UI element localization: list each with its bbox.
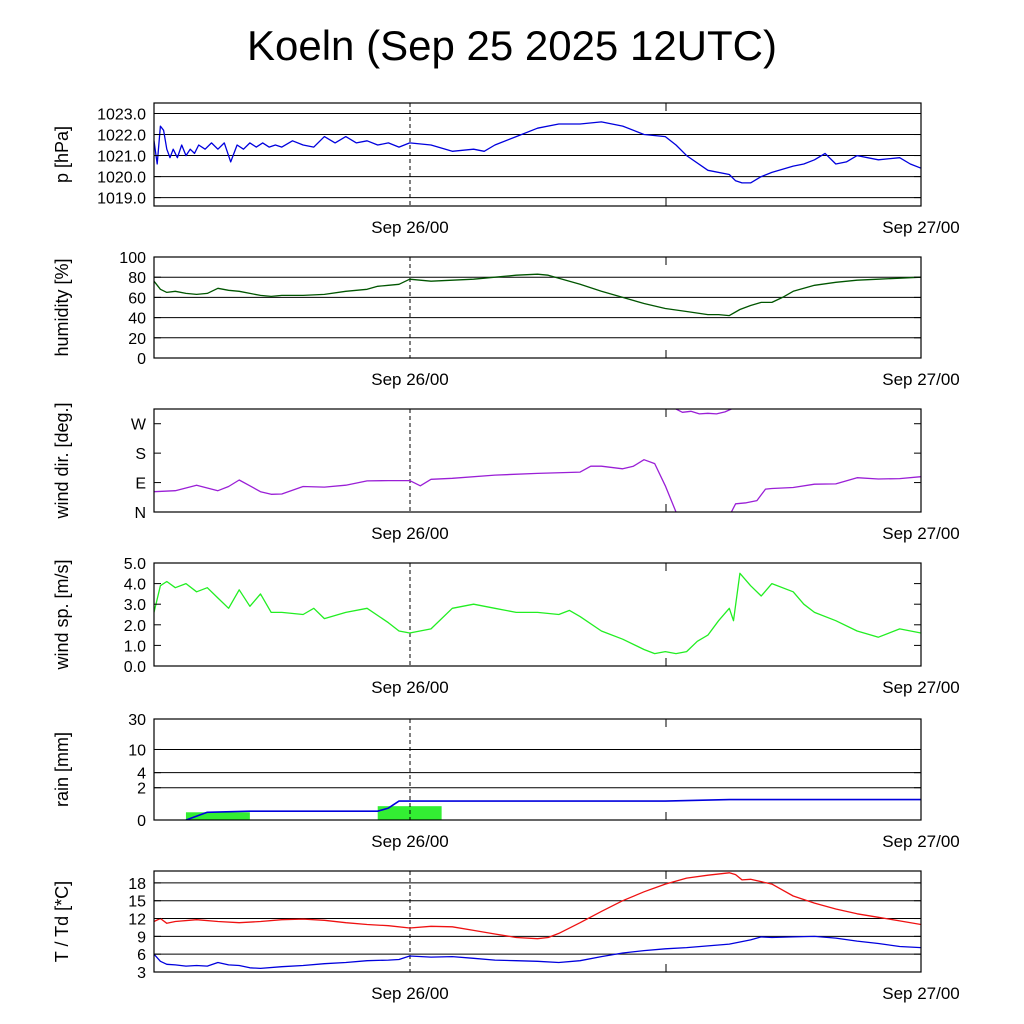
panel-4: 0.0 1.0 2.0 3.0 4.0 5.0 wind sp. [m/s] Sep 26/0… — [52, 556, 960, 697]
y-tick-label: 2.0 — [124, 618, 146, 635]
y-tick-label: 6 — [137, 947, 146, 964]
x-tick-label: Sep 27/00 — [882, 984, 960, 1003]
y-tick-label: N — [134, 505, 146, 522]
y-tick-label: 60 — [128, 290, 146, 307]
x-tick-label: Sep 26/00 — [371, 524, 449, 543]
y-tick-label: 30 — [128, 712, 146, 729]
y-axis-label: wind sp. [m/s] — [52, 559, 72, 670]
series-line-humidity-1 — [154, 273, 921, 317]
y-tick-label: 0.0 — [124, 659, 146, 676]
series-line-wind_dir-3 — [730, 476, 921, 512]
series-line-temperature-1 — [154, 872, 921, 940]
plot-frame — [153, 408, 922, 513]
x-tick-label: Sep 26/00 — [371, 678, 449, 697]
y-tick-label: E — [135, 476, 146, 493]
x-tick-label: Sep 26/00 — [371, 370, 449, 389]
y-tick-label: 15 — [128, 894, 146, 911]
y-tick-label: 1022.0 — [97, 128, 146, 145]
chart-title: Koeln (Sep 25 2025 12UTC) — [247, 22, 777, 69]
y-axis-label: p [hPa] — [52, 126, 72, 183]
y-tick-label: 18 — [128, 876, 146, 893]
y-tick-label: 4 — [137, 766, 146, 783]
x-tick-label: Sep 27/00 — [882, 218, 960, 237]
y-tick-label: 1020.0 — [97, 170, 146, 187]
x-tick-label: Sep 26/00 — [371, 218, 449, 237]
y-tick-label: 80 — [128, 270, 146, 287]
series-line-wind_speed-1 — [154, 572, 921, 655]
x-tick-label: Sep 26/00 — [371, 832, 449, 851]
rain-bar-1 — [185, 812, 250, 820]
y-axis-label: wind dir. [deg.] — [52, 402, 72, 519]
y-tick-label: 3.0 — [124, 597, 146, 614]
y-tick-label: 20 — [128, 331, 146, 348]
series-line-dewpoint-2 — [154, 935, 921, 970]
y-axis-label: T / Td [*C] — [52, 881, 72, 962]
y-tick-label: 1021.0 — [97, 149, 146, 166]
x-tick-label: Sep 27/00 — [882, 678, 960, 697]
plot-frame — [153, 718, 922, 821]
panel-2: 0 20 40 60 80 100 humidity [%] Sep 26/00 Sep 27/… — [52, 250, 960, 389]
y-tick-label: 4.0 — [124, 577, 146, 594]
series-line-wind_dir-1 — [154, 459, 677, 512]
panel-1: 1019.0 1020.0 1021.0 1022.0 1023.0 p [hPa] Sep… — [52, 102, 960, 237]
plot-frame — [153, 870, 922, 973]
y-tick-label: 40 — [128, 311, 146, 328]
plot-frame — [153, 562, 922, 667]
y-tick-label: 10 — [128, 742, 146, 759]
x-tick-label: Sep 26/00 — [371, 984, 449, 1003]
y-tick-label: 0 — [137, 351, 146, 368]
y-tick-label: 5.0 — [124, 556, 146, 573]
plot-frame — [153, 102, 922, 207]
y-tick-label: 9 — [137, 929, 146, 946]
y-tick-label: S — [135, 446, 146, 463]
x-tick-label: Sep 27/00 — [882, 832, 960, 851]
x-tick-label: Sep 27/00 — [882, 524, 960, 543]
y-tick-label: 0 — [137, 813, 146, 830]
y-axis-label: humidity [%] — [52, 258, 72, 356]
x-tick-label: Sep 27/00 — [882, 370, 960, 389]
panel-5: 0 24 10 30 rain [mm] Sep 26/00 Sep 27/00 — [52, 712, 960, 851]
y-tick-label: 12 — [128, 912, 146, 929]
series-line-wind_dir-2 — [675, 409, 732, 415]
y-axis-label: rain [mm] — [52, 732, 72, 807]
y-tick-label: 1023.0 — [97, 107, 146, 124]
y-tick-label: 1.0 — [124, 638, 146, 655]
y-tick-label: 3 — [137, 965, 146, 982]
y-tick-label: 1019.0 — [97, 191, 146, 208]
series-line-pressure-1 — [154, 121, 921, 184]
series-line-rain_line-1 — [185, 798, 921, 820]
y-tick-label: 2 — [137, 781, 146, 798]
plot-frame — [153, 256, 922, 359]
y-tick-label: W — [131, 417, 147, 434]
y-tick-label: 100 — [119, 250, 146, 267]
